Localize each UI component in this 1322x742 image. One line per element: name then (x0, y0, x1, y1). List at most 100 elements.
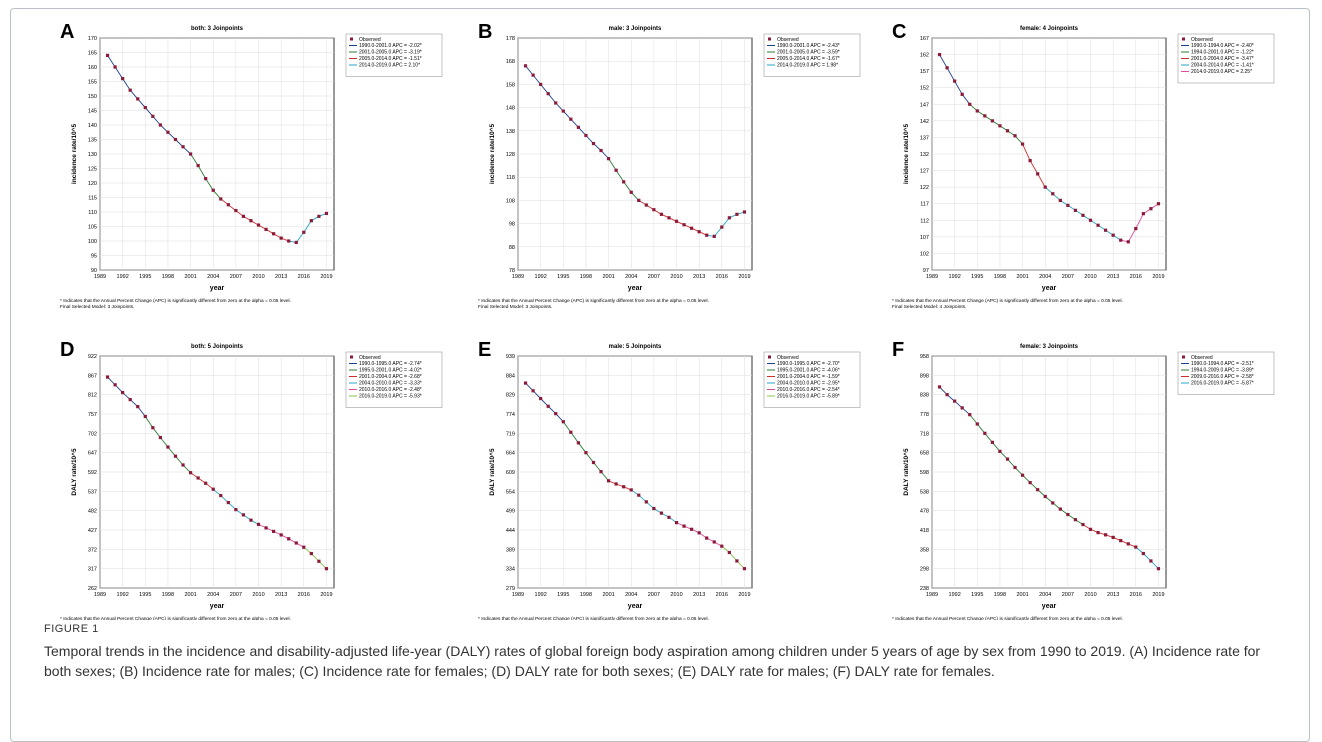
y-tick-label: 538 (920, 489, 929, 495)
observed-point (249, 518, 253, 522)
observed-point (249, 219, 253, 223)
y-tick-label: 554 (506, 489, 515, 495)
observed-point (256, 522, 261, 526)
observed-point (317, 214, 321, 218)
observed-point (1149, 207, 1153, 211)
legend-observed-label: Observed (359, 37, 381, 43)
y-tick-label: 78 (509, 268, 515, 274)
observed-point (317, 559, 321, 563)
x-tick-label: 1998 (580, 592, 592, 598)
observed-point (219, 197, 223, 201)
legend-observed-label: Observed (359, 355, 381, 361)
y-tick-label: 317 (88, 567, 97, 573)
observed-point (1058, 198, 1062, 202)
observed-point (561, 420, 565, 424)
x-tick-label: 1989 (512, 592, 524, 598)
legend-entry: 2004.0-2010.0 APC = -2.95* (777, 381, 840, 387)
x-tick-label: 1998 (994, 274, 1006, 280)
observed-point (945, 393, 949, 397)
observed-point (1036, 172, 1040, 176)
observed-point (1051, 192, 1055, 196)
y-tick-label: 145 (88, 109, 97, 115)
observed-point (1119, 539, 1123, 543)
y-tick-label: 867 (88, 373, 97, 379)
observed-point (1066, 512, 1070, 517)
legend-entry: 1994.0-2009.0 APC = -3.89* (1191, 368, 1254, 374)
x-tick-label: 2013 (1107, 592, 1119, 598)
legend-entry: 2001.0-2004.0 APC = -2.68* (359, 374, 422, 380)
observed-point (690, 527, 694, 531)
x-axis-label: year (210, 285, 225, 292)
chart-title: both: 5 Joinpoints (191, 344, 244, 350)
observed-point (1081, 522, 1085, 527)
observed-point (128, 397, 132, 402)
y-tick-label: 155 (88, 80, 97, 86)
observed-point (983, 431, 987, 435)
x-tick-label: 1995 (971, 592, 983, 598)
y-tick-label: 142 (920, 119, 929, 125)
observed-point (1141, 212, 1145, 216)
y-tick-label: 135 (88, 138, 97, 144)
panel-letter: E (478, 339, 491, 361)
observed-point (629, 488, 633, 492)
legend-entry: 2004.0-2014.0 APC = -1.41* (1191, 63, 1254, 69)
y-tick-label: 168 (506, 59, 515, 65)
y-tick-label: 95 (91, 254, 97, 260)
observed-point (173, 454, 178, 458)
observed-point (975, 422, 979, 426)
observed-point (136, 405, 140, 409)
panel-letter: D (60, 339, 74, 361)
observed-point (727, 216, 731, 220)
y-tick-label: 774 (506, 412, 515, 418)
x-tick-label: 2016 (716, 274, 728, 280)
observed-point (569, 430, 573, 434)
panel-letter: A (60, 21, 74, 43)
x-tick-label: 1995 (971, 274, 983, 280)
y-axis-label: DALY rate/10^5 (488, 448, 496, 496)
observed-point (629, 190, 633, 194)
y-tick-label: 97 (923, 268, 929, 274)
x-tick-label: 1995 (139, 274, 151, 280)
y-tick-label: 147 (920, 102, 929, 108)
legend-entry: 1990.0-2001.0 APC = -2.02* (359, 43, 422, 49)
y-tick-label: 102 (920, 251, 929, 257)
legend-box (1177, 33, 1275, 84)
observed-point (561, 109, 565, 113)
y-tick-label: 128 (506, 152, 515, 158)
observed-point (975, 109, 979, 113)
figure-label: FIGURE 1 (44, 623, 99, 635)
observed-point (1096, 223, 1100, 227)
observed-point (1036, 488, 1040, 492)
observed-point (188, 471, 193, 475)
x-tick-label: 2004 (625, 592, 637, 598)
observed-point (226, 203, 230, 207)
chart-title: female: 3 Joinpoints (1020, 344, 1079, 350)
observed-point (742, 210, 747, 214)
y-tick-label: 107 (920, 235, 929, 241)
chart-title: male: 3 Joinpoints (609, 26, 662, 32)
observed-point (136, 97, 140, 101)
observed-point (659, 511, 664, 515)
y-tick-label: 105 (88, 225, 97, 231)
x-tick-label: 2019 (1152, 274, 1164, 280)
y-tick-label: 160 (88, 65, 97, 71)
y-tick-label: 130 (88, 152, 97, 158)
y-tick-label: 598 (920, 470, 929, 476)
x-tick-label: 1992 (535, 592, 547, 598)
observed-point (667, 515, 671, 519)
observed-point (523, 64, 528, 68)
legend-entry: 2016.0-2019.0 APC = -5.89* (777, 394, 840, 400)
segment-line-3 (1022, 143, 1046, 188)
x-axis-label: year (1042, 285, 1057, 292)
y-tick-label: 100 (88, 239, 97, 245)
y-tick-label: 158 (506, 82, 515, 88)
legend-entry: 2014.0-2019.0 APC = 1.98* (777, 63, 838, 69)
y-tick-label: 838 (920, 393, 929, 399)
observed-point (1058, 507, 1062, 511)
observed-point (143, 106, 147, 110)
observed-point (121, 77, 125, 81)
observed-point (309, 219, 313, 223)
legend-entry: 2016.0-2019.0 APC = -5.93* (359, 394, 422, 400)
